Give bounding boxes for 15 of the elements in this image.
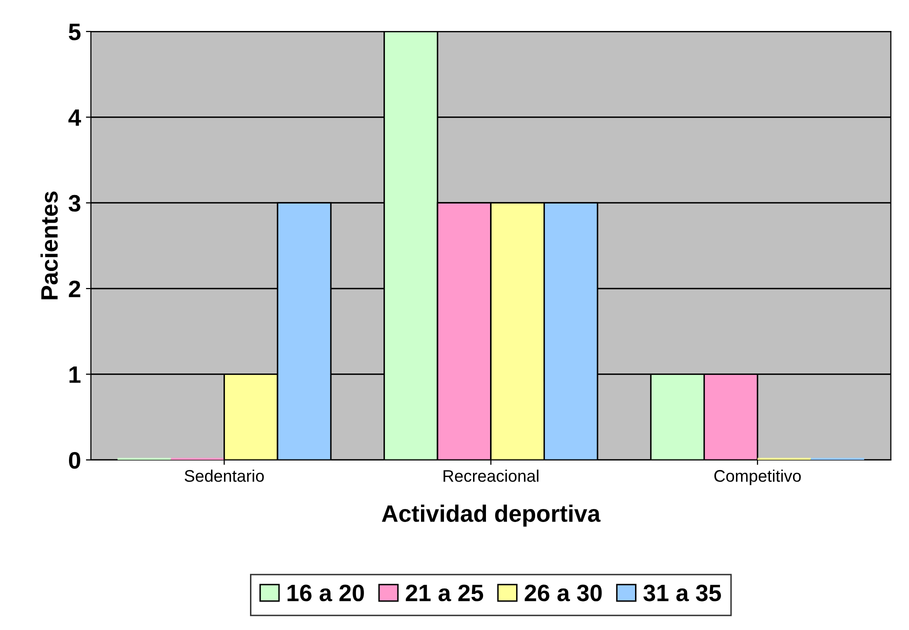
x-tick-label: Competitivo [714,470,801,486]
y-tick-label: 2 [68,280,80,298]
x-axis-title: Actividad deportiva [382,504,601,527]
y-tick-label: 0 [68,452,80,469]
legend-label: 16 a 20 [288,584,364,602]
y-tick-label: 5 [68,24,81,40]
legend-label: 26 a 30 [524,584,602,602]
x-tick-label: Sedentario [184,470,264,482]
y-tick-label: 1 [70,366,81,383]
y-axis-title: Pacientes [40,192,58,300]
legend-label: 31 a 35 [643,584,721,602]
legend-label: 21 a 25 [406,584,484,602]
x-tick-label: Recreacional [444,470,538,482]
y-tick-label: 3 [68,194,80,212]
y-tick-label: 4 [68,109,82,126]
